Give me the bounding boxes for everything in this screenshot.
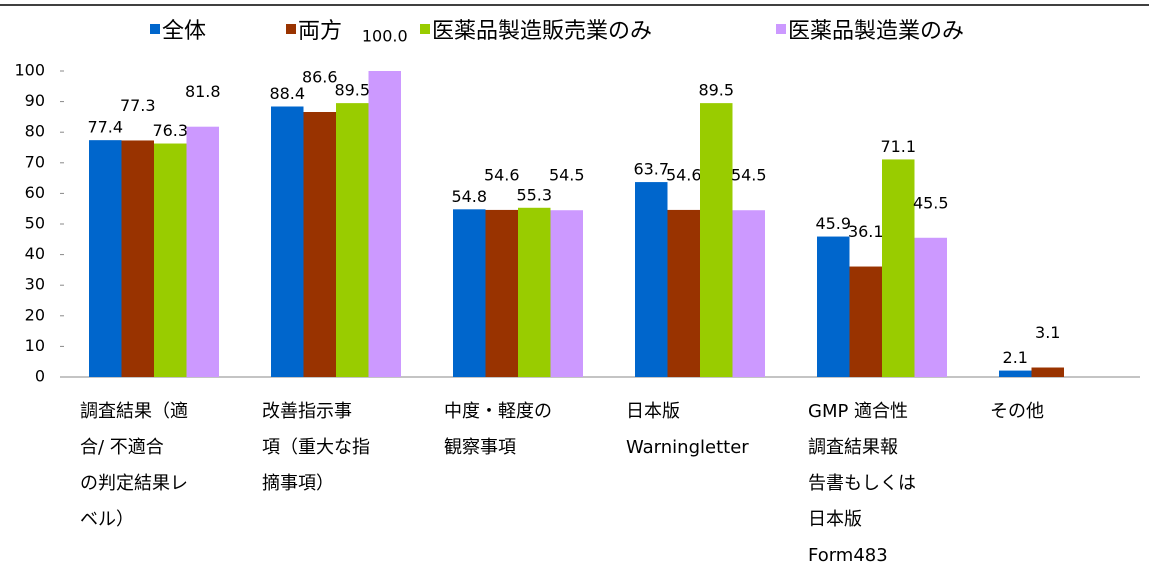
x-tick-label: 日本版 xyxy=(626,401,680,422)
bar xyxy=(186,126,219,377)
bar xyxy=(303,112,336,377)
value-label: 55.3 xyxy=(516,185,552,204)
legend-label: 医薬品製造販売業のみ xyxy=(432,19,652,44)
x-tick-label: 日本版 xyxy=(808,509,862,530)
value-label: 89.5 xyxy=(698,81,734,100)
bar xyxy=(914,237,947,377)
value-label: 86.6 xyxy=(302,68,338,87)
value-label: 2.1 xyxy=(1003,348,1028,367)
value-label: 63.7 xyxy=(633,160,669,179)
bar xyxy=(368,71,401,377)
value-label: 54.6 xyxy=(484,165,520,184)
x-tick-label: 項（重大な指 xyxy=(262,437,370,458)
bar xyxy=(121,140,154,377)
value-label: 71.1 xyxy=(880,137,916,156)
y-tick-label: 0 xyxy=(35,367,45,386)
bar xyxy=(817,236,850,377)
y-tick-label: 60 xyxy=(25,183,45,202)
legend-label: 全体 xyxy=(162,19,206,44)
y-tick-label: 40 xyxy=(25,244,45,263)
bar xyxy=(667,209,700,377)
value-label: 77.3 xyxy=(120,96,156,115)
value-label: 100.0 xyxy=(362,27,408,46)
bar xyxy=(154,143,187,377)
value-label: 88.4 xyxy=(269,84,305,103)
bar xyxy=(518,207,551,377)
bar xyxy=(732,210,765,377)
bar xyxy=(849,266,882,377)
legend-swatch xyxy=(776,24,786,34)
bar xyxy=(700,103,733,377)
y-tick-label: 50 xyxy=(25,214,45,233)
x-tick-label: の判定結果レ xyxy=(80,473,188,494)
x-tick-label: 告書もしくは xyxy=(808,473,916,494)
bar xyxy=(999,370,1032,377)
legend-swatch xyxy=(420,24,430,34)
legend-swatch xyxy=(150,24,160,34)
value-label: 54.5 xyxy=(549,166,585,185)
x-tick-label: ベル） xyxy=(80,509,134,530)
value-label: 54.8 xyxy=(451,187,487,206)
x-tick-label: 合/ 不適合 xyxy=(80,437,164,458)
bar xyxy=(485,209,518,377)
y-tick-label: 10 xyxy=(25,336,45,355)
legend-label: 医薬品製造業のみ xyxy=(788,19,964,44)
value-label: 89.5 xyxy=(334,81,370,100)
value-label: 45.9 xyxy=(815,214,851,233)
bar xyxy=(635,182,668,377)
value-label: 54.6 xyxy=(666,165,702,184)
x-tick-label: 調査結果報 xyxy=(808,437,898,458)
x-tick-label: Warningletter xyxy=(626,437,749,458)
x-tick-label: その他 xyxy=(990,401,1044,422)
x-tick-label: 摘事項） xyxy=(262,473,334,494)
x-tick-label: 調査結果（適 xyxy=(80,401,188,422)
legend-swatch xyxy=(286,24,296,34)
x-tick-label: 改善指示事 xyxy=(262,401,352,422)
bar xyxy=(1031,367,1064,377)
legend-label: 両方 xyxy=(298,19,342,44)
value-label: 3.1 xyxy=(1035,323,1060,342)
y-tick-label: 100 xyxy=(14,61,45,80)
x-tick-label: 観察事項 xyxy=(444,437,516,458)
y-tick-label: 30 xyxy=(25,275,45,294)
bar xyxy=(89,140,122,377)
value-label: 45.5 xyxy=(913,193,949,212)
x-tick-label: Form483 xyxy=(808,545,888,566)
bar xyxy=(336,103,369,377)
value-label: 81.8 xyxy=(185,82,221,101)
y-tick-label: 90 xyxy=(25,91,45,110)
bar xyxy=(550,210,583,377)
value-label: 76.3 xyxy=(152,121,188,140)
value-label: 54.5 xyxy=(731,166,767,185)
y-tick-label: 70 xyxy=(25,152,45,171)
bar xyxy=(453,209,486,377)
bar xyxy=(271,106,304,377)
x-tick-label: 中度・軽度の xyxy=(444,401,552,422)
value-label: 36.1 xyxy=(848,222,884,241)
x-tick-label: GMP 適合性 xyxy=(808,401,908,422)
bar xyxy=(882,159,915,377)
value-label: 77.4 xyxy=(87,118,123,137)
y-tick-label: 80 xyxy=(25,122,45,141)
y-tick-label: 20 xyxy=(25,305,45,324)
